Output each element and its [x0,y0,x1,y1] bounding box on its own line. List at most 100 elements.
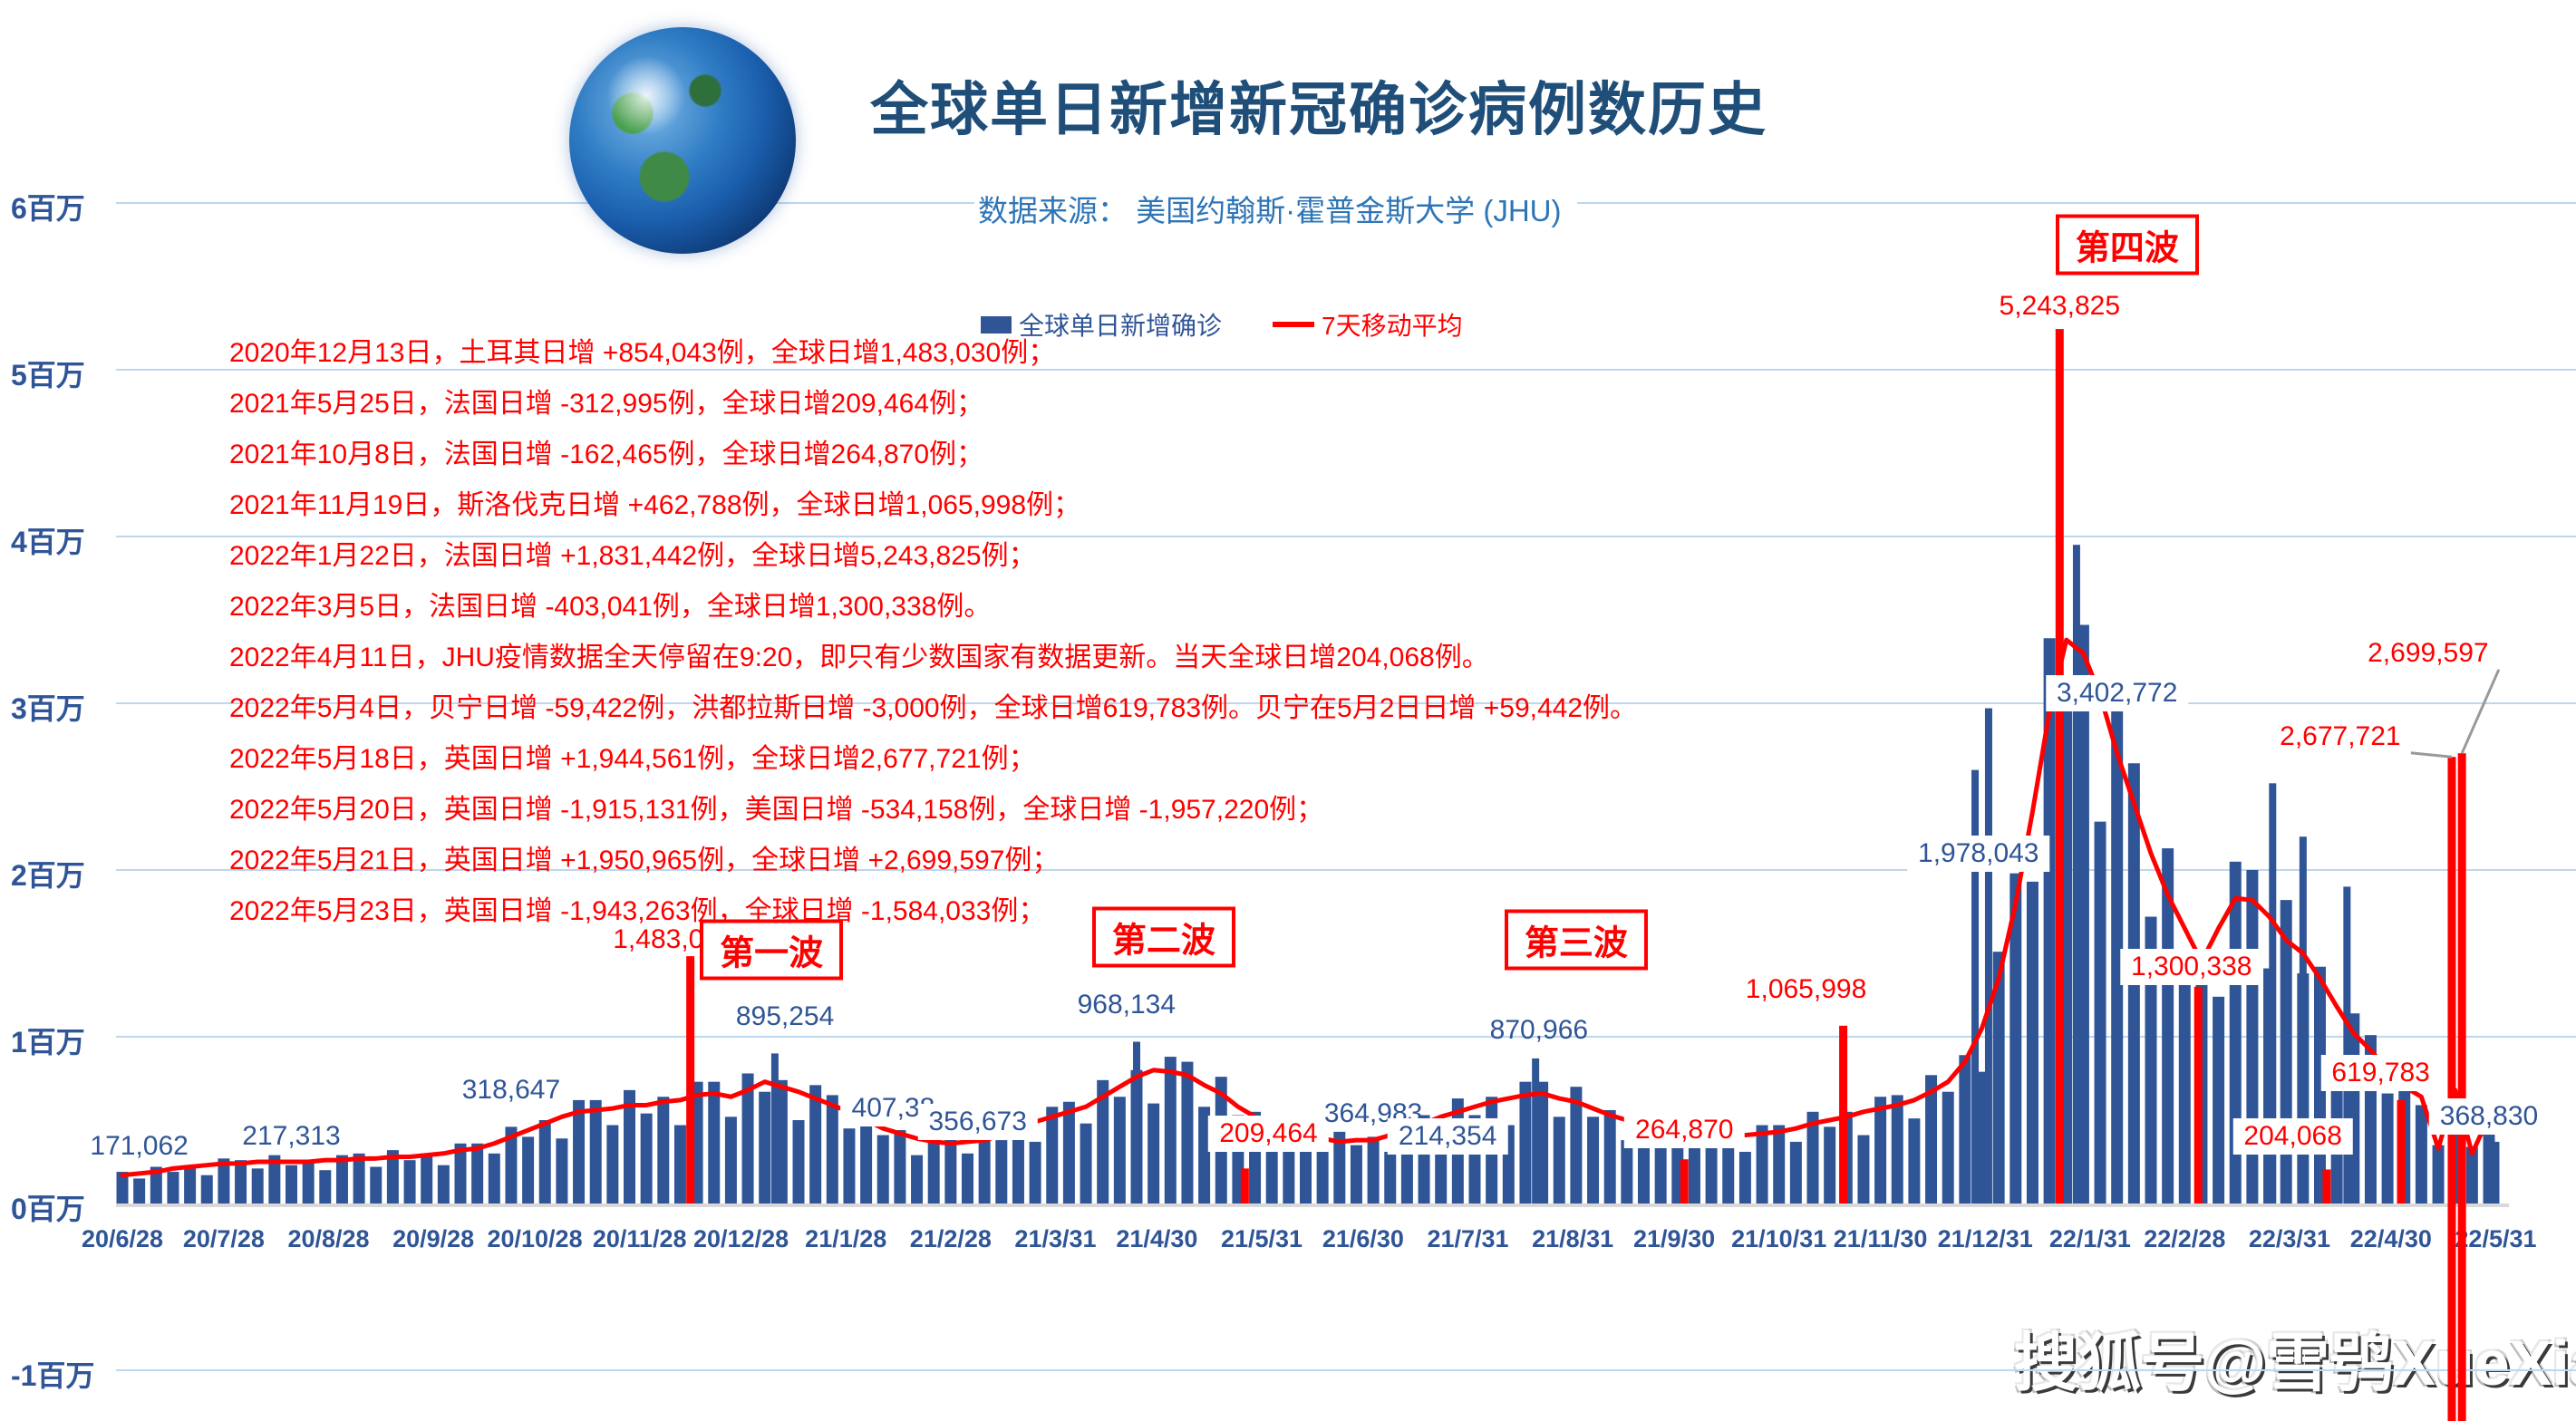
notable-blue-bar [1133,1041,1140,1204]
x-axis-tick-label: 20/6/28 [81,1225,164,1252]
daily-cases-bar [454,1143,467,1204]
daily-cases-bar [792,1120,805,1204]
daily-cases-bar [1148,1103,1160,1204]
x-axis-tick-label: 21/8/31 [1532,1225,1614,1252]
x-axis-tick-label: 21/12/31 [1937,1225,2033,1252]
daily-cases-bar [319,1170,332,1204]
chart-legend: 全球单日新增确诊 7天移动平均 [981,306,1463,343]
daily-cases-bar [1621,1140,1633,1204]
daily-cases-bar [1976,1071,1988,1204]
daily-cases-bar [1181,1061,1194,1204]
daily-cases-bar [1384,1151,1397,1204]
data-point-label: 356,673 [917,1103,1038,1140]
data-point-label: 3,402,772 [2045,674,2189,711]
daily-cases-bar [421,1153,433,1204]
event-note: 2022年5月20日，英国日增 -1,915,131例，美国日增 -534,15… [229,795,1324,825]
daily-cases-bar [1536,1081,1549,1204]
watermark-souhu-xuexiao: 搜狐号@雪鸮XueXiao [2014,1328,2576,1398]
daily-cases-bar [471,1143,484,1204]
x-axis-tick-label: 21/5/31 [1220,1225,1303,1252]
daily-cases-bar [995,1140,1008,1204]
daily-cases-bar [1333,1131,1346,1204]
event-note: 2022年4月11日，JHU疫情数据全天停留在9:20，即只有少数国家有数据更新… [229,643,1489,672]
y-axis-tick-label: 4百万 [11,526,85,558]
data-point-label: 1,978,043 [1907,835,2050,872]
daily-cases-bar [1789,1141,1802,1204]
daily-cases-bar [1587,1116,1600,1204]
data-point-label: 204,068 [2232,1118,2353,1155]
event-red-bar [2457,753,2466,1421]
notable-blue-bar [2492,1141,2500,1204]
y-axis-tick-label: 2百万 [11,859,85,892]
x-axis-tick-label: 22/5/31 [2455,1225,2537,1252]
daily-cases-bar [1603,1109,1616,1204]
daily-cases-bar [775,1079,788,1204]
daily-cases-bar [1824,1126,1836,1204]
daily-cases-bar [1062,1101,1075,1204]
daily-cases-bar [1350,1145,1362,1204]
ma-line-legend-label: 7天移动平均 [1322,312,1463,340]
x-axis-tick-label: 21/10/31 [1731,1225,1827,1252]
daily-cases-bar [2465,1146,2478,1204]
event-red-bar [1680,1159,1689,1204]
x-axis-tick-label: 21/2/28 [909,1225,992,1252]
daily-cases-bar [589,1099,602,1204]
daily-cases-bar [1029,1141,1041,1204]
x-axis-tick-label: 21/1/28 [805,1225,887,1252]
daily-cases-bar [538,1120,551,1204]
event-red-bar [1240,1168,1249,1204]
x-axis-tick-label: 20/10/28 [487,1225,583,1252]
daily-cases-bar [1265,1145,1278,1204]
data-point-label: 5,243,825 [1999,291,2121,322]
daily-cases-bar [1756,1125,1768,1204]
y-axis-tick-label: 6百万 [11,192,85,225]
daily-cases-bar [1857,1135,1870,1204]
daily-cases-bar [1705,1138,1718,1204]
daily-cases-bar [1367,1136,1380,1204]
daily-cases-bar [1012,1125,1024,1204]
notable-blue-bar [1532,1058,1540,1204]
bars-legend-label: 全球单日新增确诊 [1019,312,1223,340]
event-note: 2022年5月21日，英国日增 +1,950,965例，全球日增 +2,699,… [229,846,1060,875]
notable-blue-bar [1984,708,1992,1204]
x-axis-tick-label: 22/3/31 [2248,1225,2330,1252]
notable-blue-bar [2269,783,2277,1204]
data-point-label: 1,065,998 [1745,974,1867,1005]
daily-cases-bar [1942,1091,1954,1204]
daily-cases-bar [2229,861,2242,1204]
notable-blue-bar [2072,545,2080,1204]
daily-cases-bar [624,1089,635,1204]
daily-cases-bar [640,1113,653,1204]
daily-cases-bar [2077,624,2089,1204]
event-note: 2022年3月5日，法国日增 -403,041例，全球日增1,300,338例。 [229,592,992,622]
daily-cases-bar [2145,916,2157,1204]
data-source-subtitle: 数据来源： 美国约翰斯·霍普金斯大学 (JHU) [974,187,1578,230]
daily-cases-bar [2094,821,2106,1204]
daily-cases-bar [826,1095,838,1204]
data-point-label: 968,134 [1077,990,1177,1020]
daily-cases-bar [978,1130,991,1204]
daily-cases-bar [2009,873,2022,1204]
event-red-bar [2447,757,2456,1421]
wave-label-box: 第二波 [1091,906,1235,968]
daily-cases-bar [809,1085,822,1204]
notable-blue-bar [770,1053,779,1204]
event-note: 2022年5月18日，英国日增 +1,944,561例，全球日增2,677,72… [229,744,1036,774]
y-axis-tick-label: 0百万 [11,1193,85,1225]
daily-cases-bar [167,1172,179,1204]
daily-cases-bar [724,1116,737,1204]
event-red-bar [2193,986,2203,1204]
daily-cases-bar [606,1125,619,1204]
data-point-label: 264,870 [1624,1112,1745,1149]
data-point-label: 1,300,338 [2120,948,2263,985]
daily-cases-bar [2111,700,2124,1204]
daily-cases-bar [218,1158,230,1204]
x-axis-baseline [116,1204,2509,1207]
daily-cases-bar [2043,638,2056,1204]
daily-cases-bar [962,1153,973,1204]
x-axis-tick-label: 20/11/28 [592,1225,687,1252]
daily-cases-bar [1959,1055,1971,1204]
label-leader-line [2460,669,2501,754]
event-notes-block: 2020年12月13日，土耳其日增 +854,043例，全球日增1,483,03… [229,328,1637,937]
